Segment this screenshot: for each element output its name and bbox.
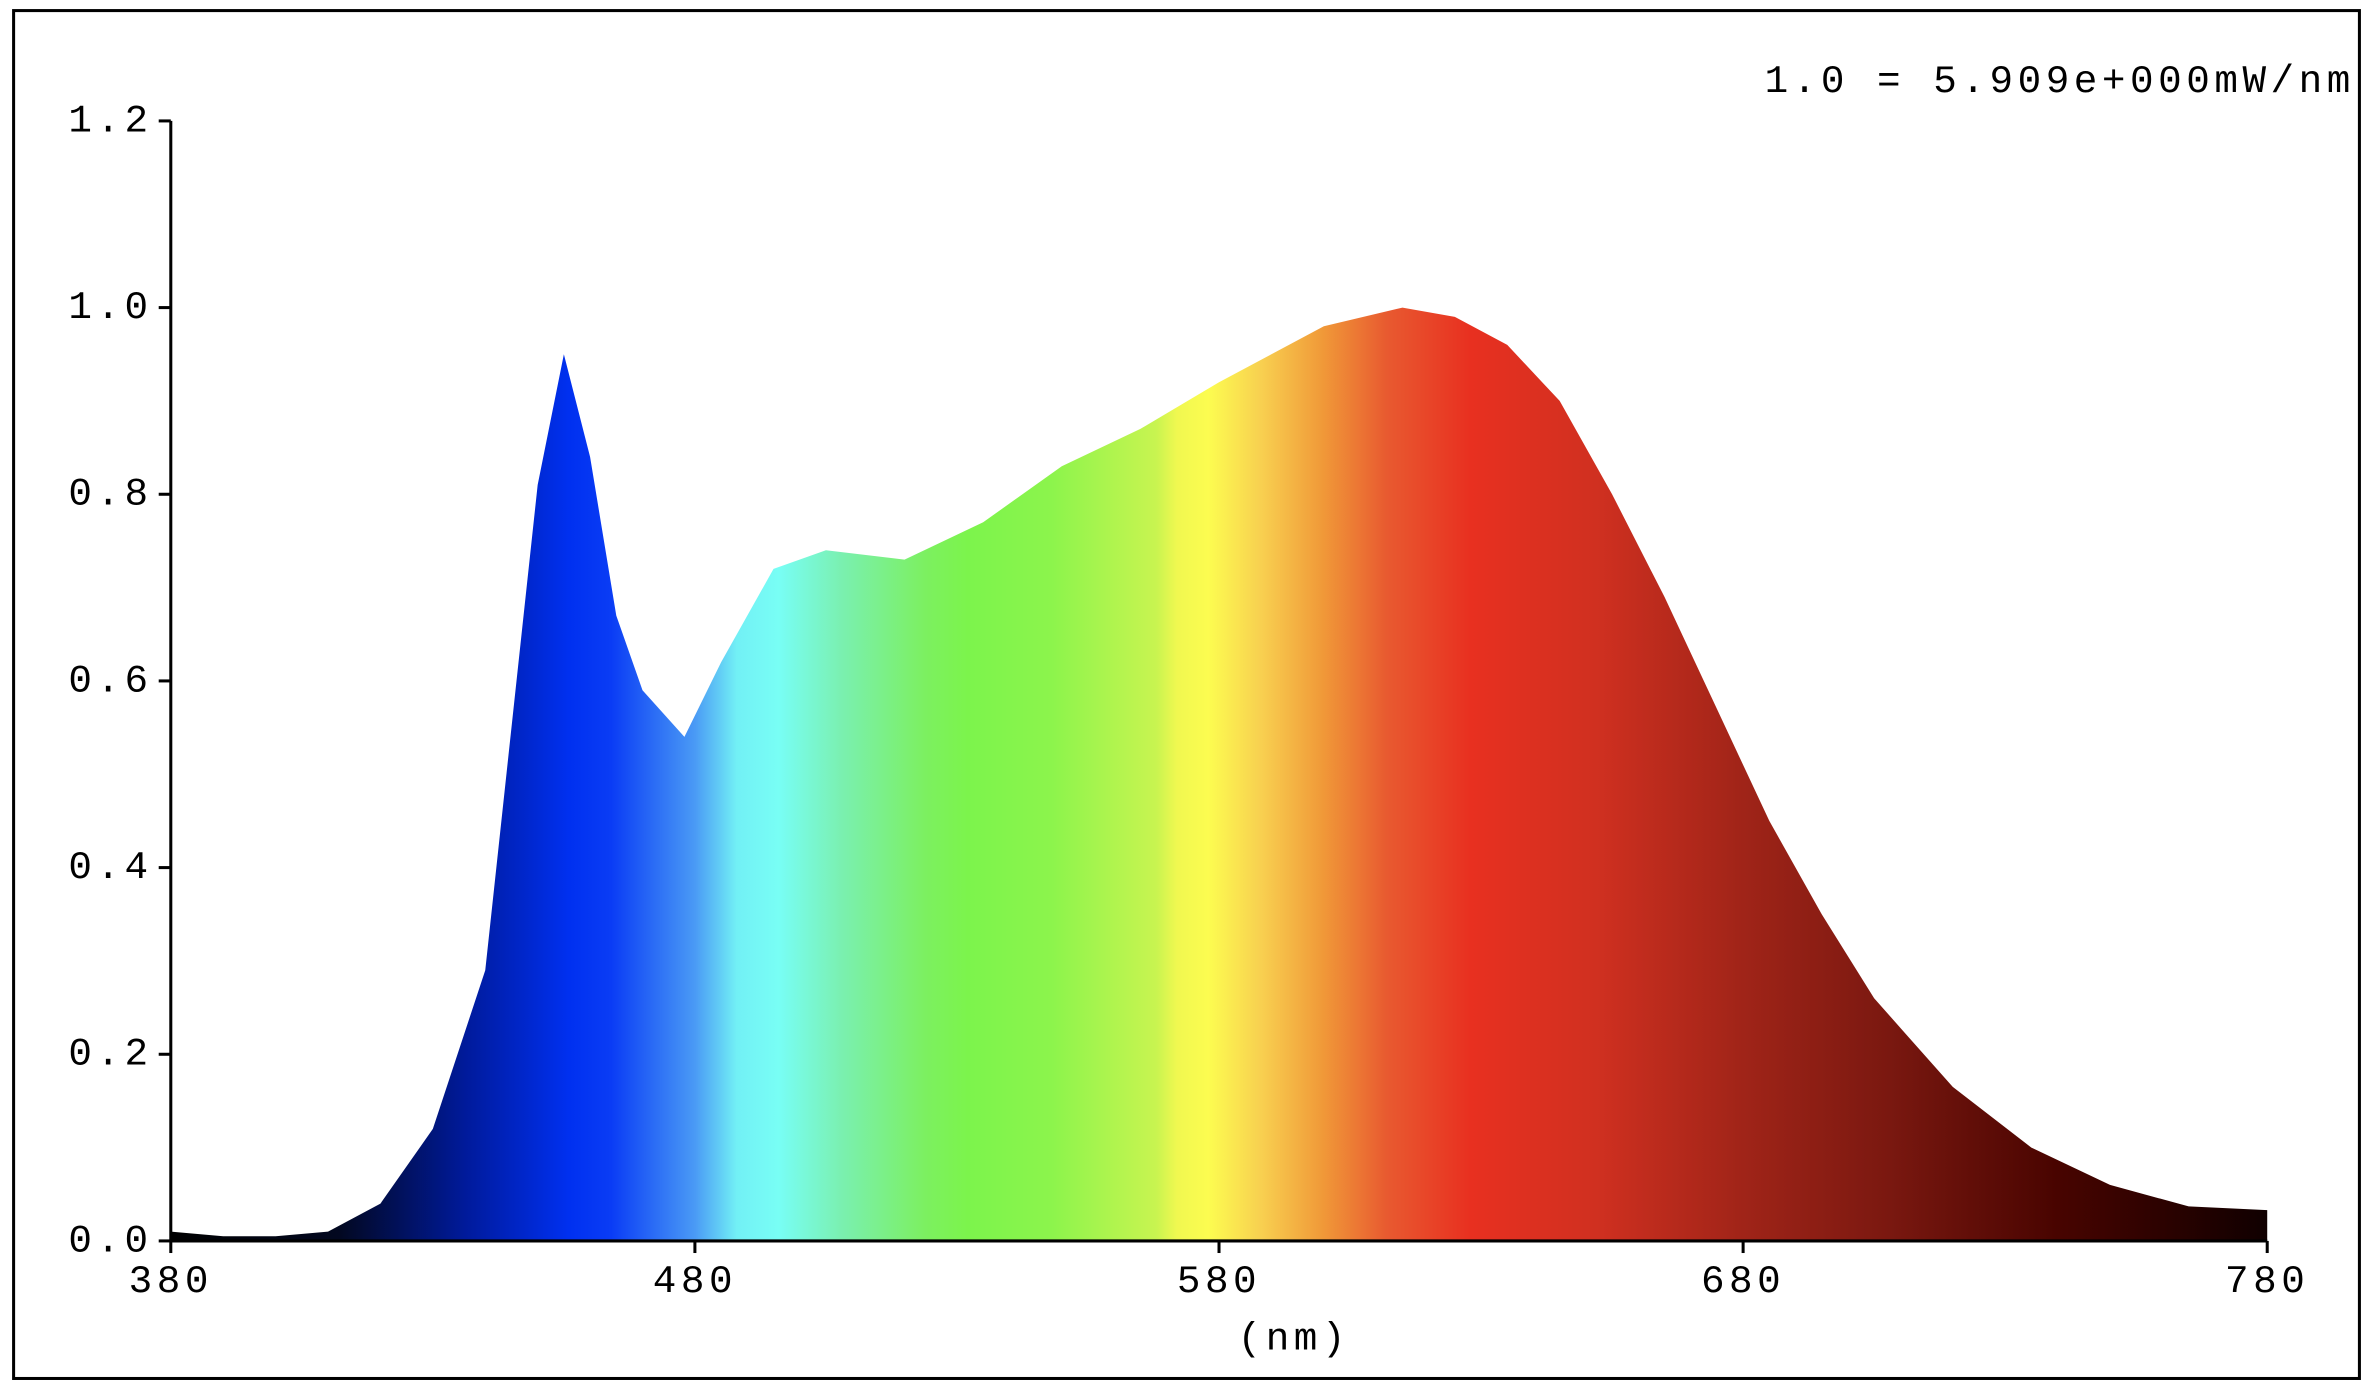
x-axis-label: (nm) xyxy=(1238,1317,1350,1362)
frame xyxy=(12,9,2361,1380)
x-tick-label: 380 xyxy=(129,1259,213,1304)
x-tick-label: 780 xyxy=(2225,1259,2309,1304)
x-tick-label: 580 xyxy=(1177,1259,1261,1304)
y-tick-label: 1.2 xyxy=(68,98,152,143)
y-tick-label: 0.4 xyxy=(68,845,152,890)
y-tick-label: 0.8 xyxy=(68,472,152,517)
y-tick-label: 0.6 xyxy=(68,658,152,703)
y-tick-label: 0.2 xyxy=(68,1032,152,1077)
y-tick-label: 1.0 xyxy=(68,285,152,330)
x-tick-label: 680 xyxy=(1701,1259,1785,1304)
annotation: 1.0 = 5.909e+000mW/nm xyxy=(1765,59,2355,104)
x-tick-label: 480 xyxy=(653,1259,737,1304)
spectrum-area xyxy=(170,307,2268,1241)
y-tick-label: 0.0 xyxy=(68,1218,152,1263)
